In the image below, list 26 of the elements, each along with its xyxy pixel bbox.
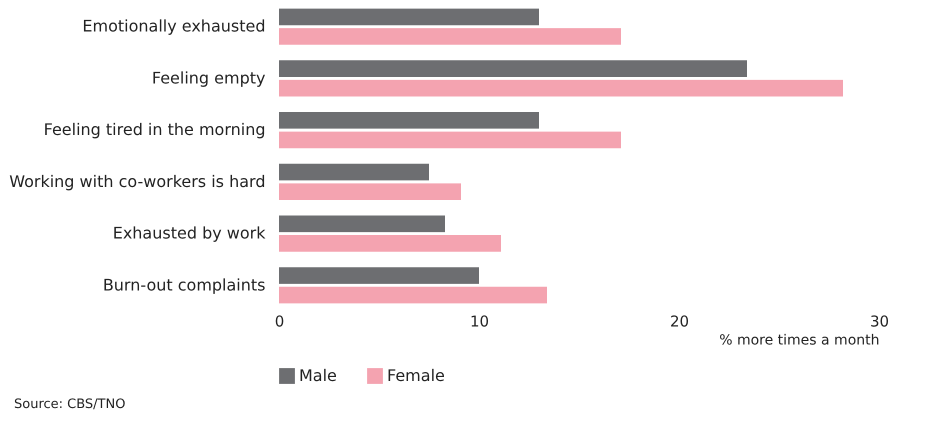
- legend-label: Female: [387, 366, 445, 385]
- bar: [279, 112, 539, 129]
- y-tick-label: Working with co-workers is hard: [9, 172, 266, 191]
- x-tick-label: 0: [274, 312, 284, 330]
- x-tick-label: 20: [670, 312, 690, 330]
- bar: [279, 183, 461, 200]
- bar: [279, 132, 621, 148]
- bar: [279, 80, 843, 97]
- x-axis-title: % more times a month: [719, 332, 880, 348]
- bar: [279, 267, 479, 284]
- legend-label: Male: [299, 366, 337, 385]
- bar: [279, 235, 501, 252]
- x-tick-label: 10: [470, 312, 490, 330]
- bar: [279, 215, 445, 232]
- x-tick-label: 30: [870, 312, 890, 330]
- y-tick-label: Feeling empty: [152, 68, 266, 88]
- bar: [279, 8, 539, 26]
- source-note: Source: CBS/TNO: [14, 397, 126, 412]
- bar: [279, 286, 547, 304]
- bar: [279, 28, 621, 45]
- y-tick-label: Burn-out complaints: [102, 275, 266, 294]
- y-tick-label: Feeling tired in the morning: [44, 120, 266, 140]
- y-tick-label: Exhausted by work: [112, 224, 266, 243]
- bar: [279, 60, 747, 77]
- y-tick-label: Emotionally exhausted: [82, 16, 266, 36]
- bar: [279, 164, 429, 180]
